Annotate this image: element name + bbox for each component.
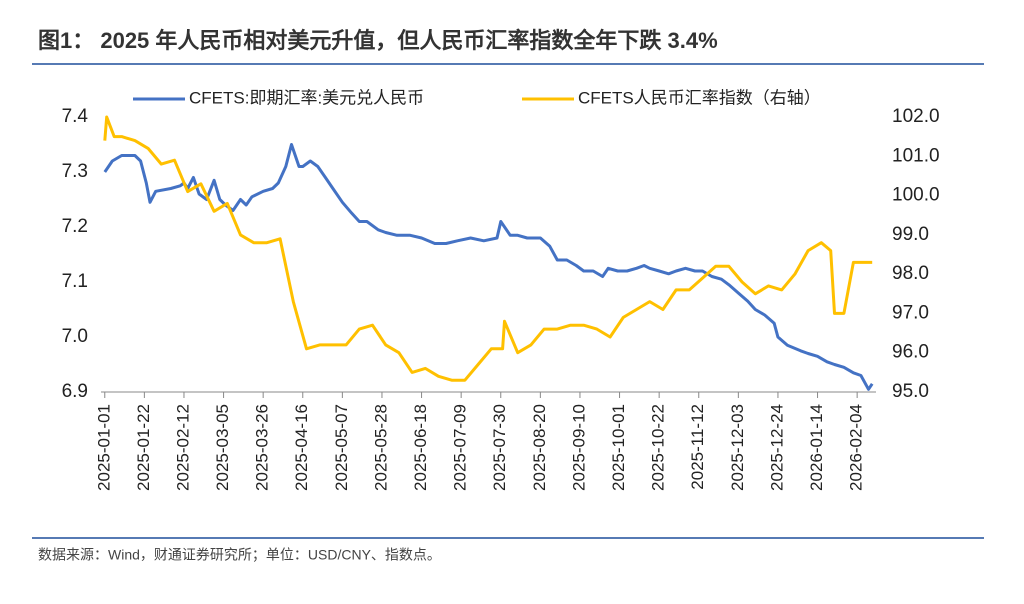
- y2-tick-label: 96.0: [892, 342, 929, 363]
- y2-tick-label: 102.0: [892, 106, 940, 127]
- y2-tick-label: 98.0: [892, 263, 929, 284]
- x-tick-label: 2025-08-20: [530, 404, 549, 491]
- x-tick-label: 2025-10-22: [649, 404, 668, 491]
- y-tick-label: 6.9: [62, 381, 88, 402]
- x-tick-label: 2025-06-18: [411, 404, 430, 491]
- x-tick-label: 2025-11-12: [688, 404, 707, 490]
- legend-label: CFETS:即期汇率:美元兑人民币: [189, 88, 424, 107]
- y2-tick-label: 100.0: [892, 185, 940, 206]
- x-tick-label: 2025-03-05: [213, 404, 232, 491]
- y2-tick-label: 95.0: [892, 381, 929, 402]
- y-tick-label: 7.1: [62, 271, 88, 292]
- x-tick-label: 2025-12-24: [767, 404, 786, 491]
- source-note: 数据来源：Wind，财通证券研究所；单位：USD/CNY、指数点。: [38, 547, 441, 564]
- x-tick-label: 2025-01-01: [94, 404, 113, 491]
- series-line: [103, 115, 873, 382]
- y2-tick-label: 97.0: [892, 302, 929, 323]
- y-tick-label: 7.4: [62, 106, 89, 127]
- x-tick-label: 2025-01-22: [134, 404, 153, 491]
- x-tick-label: 2026-01-14: [807, 404, 826, 491]
- x-tick-label: 2025-04-16: [292, 404, 311, 491]
- x-tick-label: 2025-02-12: [173, 404, 192, 491]
- y2-tick-label: 99.0: [892, 224, 929, 245]
- legend-label: CFETS人民币汇率指数（右轴）: [578, 88, 821, 107]
- x-tick-label: 2025-09-10: [569, 404, 588, 491]
- x-tick-label: 2025-07-30: [490, 404, 509, 491]
- y2-tick-label: 101.0: [892, 145, 940, 166]
- x-tick-label: 2025-03-26: [253, 404, 272, 491]
- y-tick-label: 7.2: [62, 216, 88, 237]
- chart-title: 图1： 2025 年人民币相对美元升值，但人民币汇率指数全年下跌 3.4%: [38, 28, 718, 53]
- y-tick-label: 7.0: [62, 326, 88, 347]
- x-tick-label: 2025-12-03: [728, 404, 747, 491]
- x-tick-label: 2025-05-07: [332, 404, 351, 491]
- series-line: [103, 143, 874, 391]
- x-tick-label: 2026-02-04: [847, 404, 866, 491]
- x-tick-label: 2025-07-09: [451, 404, 470, 491]
- y-tick-label: 7.3: [62, 161, 88, 182]
- x-tick-label: 2025-10-01: [609, 404, 628, 491]
- x-tick-label: 2025-05-28: [371, 404, 390, 491]
